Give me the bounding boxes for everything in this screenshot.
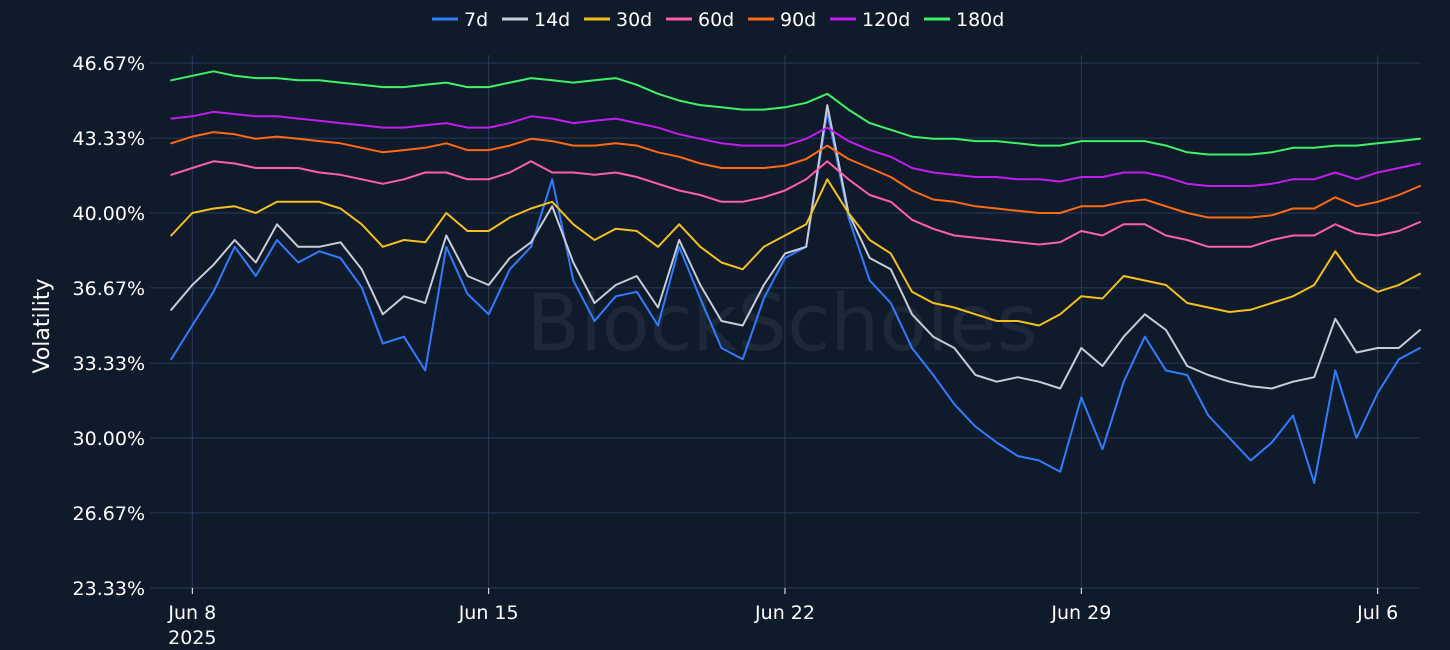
y-tick-label: 43.33% bbox=[73, 128, 145, 150]
y-tick-label: 40.00% bbox=[73, 203, 145, 225]
x-tick-label: Jun 22 bbox=[754, 602, 815, 624]
series-line-60d bbox=[170, 160, 1421, 248]
legend-label: 120d bbox=[862, 9, 910, 31]
legend-item-30d[interactable]: 30d bbox=[584, 9, 652, 31]
x-tick-sublabel: 2025 bbox=[168, 627, 216, 649]
legend-item-90d[interactable]: 90d bbox=[748, 9, 816, 31]
x-tick-label: Jul 6 bbox=[1356, 602, 1398, 624]
y-axis-title: Volatility bbox=[30, 278, 55, 373]
y-tick-label: 23.33% bbox=[73, 578, 145, 600]
legend-label: 90d bbox=[780, 9, 816, 31]
x-tick-label: Jun 15 bbox=[458, 602, 519, 624]
y-tick-label: 46.67% bbox=[73, 53, 145, 75]
legend-item-180d[interactable]: 180d bbox=[924, 9, 1004, 31]
series-line-14d bbox=[170, 104, 1421, 390]
legend-label: 30d bbox=[616, 9, 652, 31]
legend-item-120d[interactable]: 120d bbox=[830, 9, 910, 31]
series-line-30d bbox=[170, 178, 1421, 327]
legend: 7d 14d 30d 60d 90d 120d 180d bbox=[432, 9, 1004, 31]
legend-item-7d[interactable]: 7d bbox=[432, 9, 488, 31]
legend-label: 60d bbox=[698, 9, 734, 31]
legend-label: 7d bbox=[464, 9, 488, 31]
y-tick-label: 26.67% bbox=[73, 503, 145, 525]
x-tick-label: Jun 8 bbox=[167, 602, 216, 624]
series-line-120d bbox=[170, 110, 1421, 187]
legend-label: 14d bbox=[534, 9, 570, 31]
series-line-7d bbox=[170, 110, 1421, 484]
legend-item-14d[interactable]: 14d bbox=[502, 9, 570, 31]
legend-label: 180d bbox=[956, 9, 1004, 31]
series-layer bbox=[170, 70, 1421, 484]
watermark: BlockScholes bbox=[527, 279, 1038, 369]
y-tick-label: 36.67% bbox=[73, 278, 145, 300]
y-tick-label: 33.33% bbox=[73, 353, 145, 375]
y-tick-label: 30.00% bbox=[73, 428, 145, 450]
series-line-180d bbox=[170, 70, 1421, 156]
y-axis-ticks: 46.67% 43.33% 40.00% 36.67% 33.33% 30.00% 26.6… bbox=[73, 53, 145, 600]
series-line-90d bbox=[170, 131, 1421, 219]
x-tick-label: Jun 29 bbox=[1050, 602, 1111, 624]
x-axis-ticks: Jun 8 2025 Jun 15 Jun 22 Jun 29 Jul 6 bbox=[167, 588, 1398, 649]
legend-item-60d[interactable]: 60d bbox=[666, 9, 734, 31]
